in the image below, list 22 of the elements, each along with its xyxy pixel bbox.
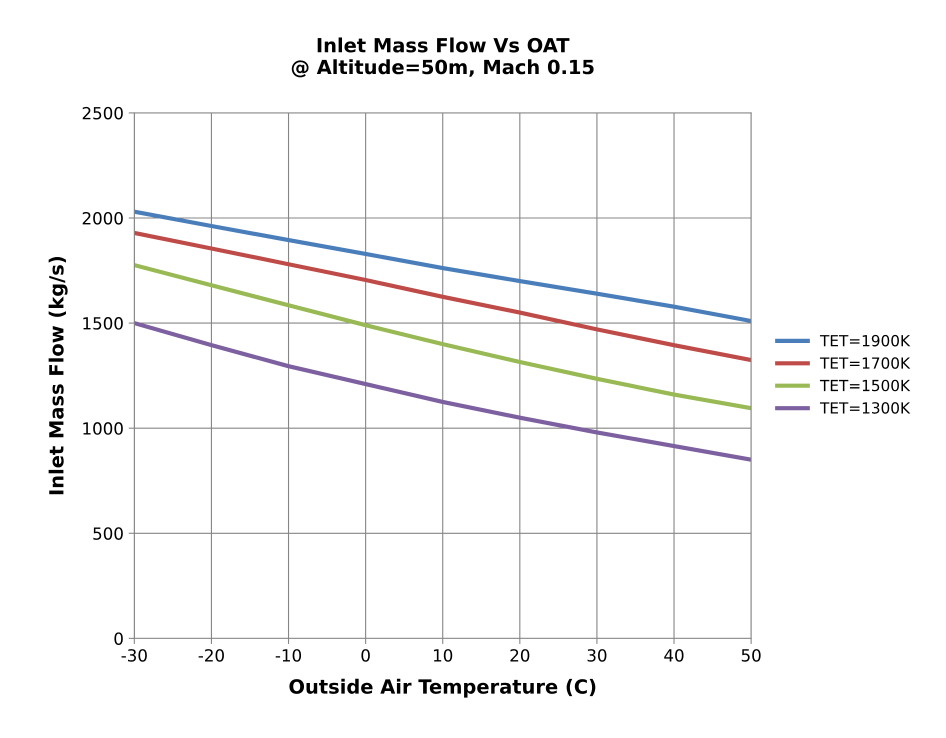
legend-label: TET=1700K [820,357,910,369]
x-tick-label: 50 [742,649,761,662]
x-tick-label: -10 [276,649,302,662]
x-tick-label: -20 [198,649,224,662]
x-tick-label: 10 [434,649,452,662]
x-tick-label: 30 [588,649,606,662]
x-tick-label: 20 [510,649,530,662]
y-tick-label: 2000 [82,212,123,225]
chart-title: Inlet Mass Flow Vs OAT @ Altitude=50m, Mach 0.15 [292,37,594,78]
x-axis-title: Outside Air Temperature (C) [289,678,596,698]
y-tick-label: 0 [114,632,123,645]
x-tick-label: 0 [361,649,370,662]
y-tick-label: 500 [93,527,123,540]
legend-label: TET=1900K [820,334,910,346]
x-tick-label: 40 [664,649,684,662]
x-tick-label: -30 [122,649,147,662]
legend-label: TET=1500K [820,380,910,392]
legend-label: TET=1300K [820,402,910,414]
y-tick-label: 1500 [83,317,123,330]
y-tick-label: 1000 [83,422,123,435]
y-axis-title: Inlet Mass Flow (kg/s) [48,256,68,494]
y-tick-label: 2500 [82,106,123,120]
